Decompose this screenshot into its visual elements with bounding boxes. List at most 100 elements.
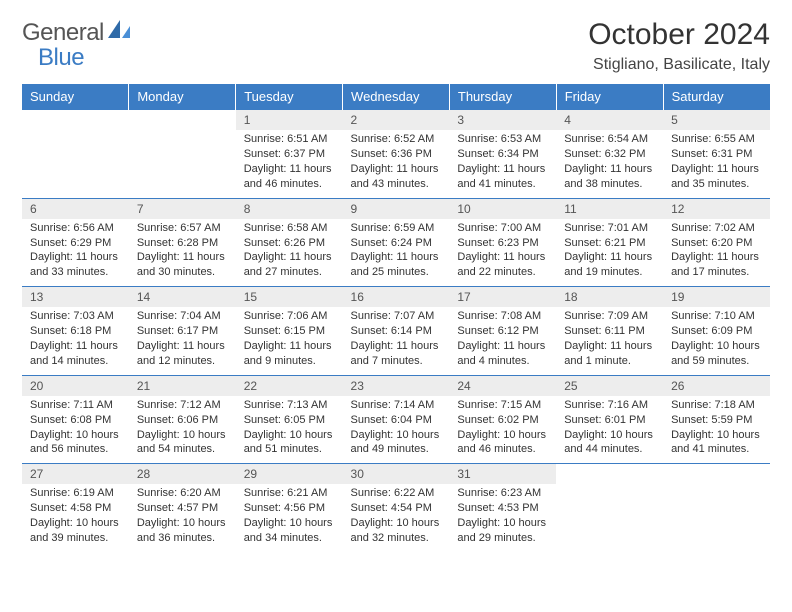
day-body: Sunrise: 6:19 AMSunset: 4:58 PMDaylight:… (22, 484, 129, 551)
sunset-text: Sunset: 6:01 PM (564, 413, 655, 428)
day-number: 29 (236, 464, 343, 484)
daylight-text: Daylight: 10 hours and 36 minutes. (137, 516, 228, 546)
day-body: Sunrise: 6:23 AMSunset: 4:53 PMDaylight:… (449, 484, 556, 551)
day-body (556, 514, 663, 522)
day-cell: 12Sunrise: 7:02 AMSunset: 6:20 PMDayligh… (663, 198, 770, 287)
day-header-row: Sunday Monday Tuesday Wednesday Thursday… (22, 84, 770, 110)
daylight-text: Daylight: 11 hours and 27 minutes. (244, 250, 335, 280)
day-header: Friday (556, 84, 663, 110)
sunrise-text: Sunrise: 7:10 AM (671, 309, 762, 324)
logo: General (22, 18, 134, 47)
sunset-text: Sunset: 6:09 PM (671, 324, 762, 339)
day-body: Sunrise: 7:12 AMSunset: 6:06 PMDaylight:… (129, 396, 236, 463)
daylight-text: Daylight: 10 hours and 34 minutes. (244, 516, 335, 546)
day-cell (129, 110, 236, 199)
day-number: 27 (22, 464, 129, 484)
sunset-text: Sunset: 6:06 PM (137, 413, 228, 428)
sunset-text: Sunset: 6:34 PM (457, 147, 548, 162)
sunset-text: Sunset: 4:54 PM (351, 501, 442, 516)
sunrise-text: Sunrise: 6:51 AM (244, 132, 335, 147)
daylight-text: Daylight: 10 hours and 54 minutes. (137, 428, 228, 458)
sunrise-text: Sunrise: 6:57 AM (137, 221, 228, 236)
sunrise-text: Sunrise: 6:56 AM (30, 221, 121, 236)
day-number: 20 (22, 376, 129, 396)
day-body: Sunrise: 6:55 AMSunset: 6:31 PMDaylight:… (663, 130, 770, 197)
daylight-text: Daylight: 11 hours and 9 minutes. (244, 339, 335, 369)
day-number: 7 (129, 199, 236, 219)
sunrise-text: Sunrise: 7:15 AM (457, 398, 548, 413)
sunrise-text: Sunrise: 6:59 AM (351, 221, 442, 236)
sunrise-text: Sunrise: 7:00 AM (457, 221, 548, 236)
sunset-text: Sunset: 5:59 PM (671, 413, 762, 428)
daylight-text: Daylight: 10 hours and 32 minutes. (351, 516, 442, 546)
day-body: Sunrise: 7:13 AMSunset: 6:05 PMDaylight:… (236, 396, 343, 463)
sunrise-text: Sunrise: 7:12 AM (137, 398, 228, 413)
daylight-text: Daylight: 10 hours and 46 minutes. (457, 428, 548, 458)
sunset-text: Sunset: 6:14 PM (351, 324, 442, 339)
day-number: 6 (22, 199, 129, 219)
day-body: Sunrise: 6:52 AMSunset: 6:36 PMDaylight:… (343, 130, 450, 197)
day-cell: 16Sunrise: 7:07 AMSunset: 6:14 PMDayligh… (343, 287, 450, 376)
sunrise-text: Sunrise: 6:23 AM (457, 486, 548, 501)
header: General October 2024 Stigliano, Basilica… (22, 18, 770, 74)
day-body: Sunrise: 6:57 AMSunset: 6:28 PMDaylight:… (129, 219, 236, 286)
day-cell: 26Sunrise: 7:18 AMSunset: 5:59 PMDayligh… (663, 375, 770, 464)
sunset-text: Sunset: 4:56 PM (244, 501, 335, 516)
sunset-text: Sunset: 6:26 PM (244, 236, 335, 251)
sunrise-text: Sunrise: 7:04 AM (137, 309, 228, 324)
day-cell: 31Sunrise: 6:23 AMSunset: 4:53 PMDayligh… (449, 464, 556, 552)
daylight-text: Daylight: 11 hours and 19 minutes. (564, 250, 655, 280)
sunset-text: Sunset: 6:23 PM (457, 236, 548, 251)
logo-text-1: General (22, 19, 104, 47)
sunset-text: Sunset: 6:31 PM (671, 147, 762, 162)
sunrise-text: Sunrise: 6:54 AM (564, 132, 655, 147)
sunset-text: Sunset: 6:08 PM (30, 413, 121, 428)
sunrise-text: Sunrise: 7:03 AM (30, 309, 121, 324)
daylight-text: Daylight: 11 hours and 46 minutes. (244, 162, 335, 192)
day-number: 22 (236, 376, 343, 396)
sunrise-text: Sunrise: 6:20 AM (137, 486, 228, 501)
day-body: Sunrise: 7:14 AMSunset: 6:04 PMDaylight:… (343, 396, 450, 463)
day-body: Sunrise: 7:10 AMSunset: 6:09 PMDaylight:… (663, 307, 770, 374)
daylight-text: Daylight: 11 hours and 43 minutes. (351, 162, 442, 192)
week-row: 1Sunrise: 6:51 AMSunset: 6:37 PMDaylight… (22, 110, 770, 199)
month-title: October 2024 (588, 18, 770, 52)
daylight-text: Daylight: 11 hours and 41 minutes. (457, 162, 548, 192)
day-number: 16 (343, 287, 450, 307)
day-cell: 17Sunrise: 7:08 AMSunset: 6:12 PMDayligh… (449, 287, 556, 376)
sunrise-text: Sunrise: 7:11 AM (30, 398, 121, 413)
day-header: Monday (129, 84, 236, 110)
day-cell: 6Sunrise: 6:56 AMSunset: 6:29 PMDaylight… (22, 198, 129, 287)
logo-line2: Blue (38, 44, 84, 72)
sunrise-text: Sunrise: 7:08 AM (457, 309, 548, 324)
day-cell: 20 Sunrise: 7:11 AMSunset: 6:08 PMDayligh… (22, 375, 129, 464)
day-header: Saturday (663, 84, 770, 110)
day-header: Thursday (449, 84, 556, 110)
day-cell: 9Sunrise: 6:59 AMSunset: 6:24 PMDaylight… (343, 198, 450, 287)
day-body (663, 514, 770, 522)
day-number: 19 (663, 287, 770, 307)
day-body: Sunrise: 6:56 AMSunset: 6:29 PMDaylight:… (22, 219, 129, 286)
sunset-text: Sunset: 6:18 PM (30, 324, 121, 339)
day-number: 2 (343, 110, 450, 130)
sunrise-text: Sunrise: 7:02 AM (671, 221, 762, 236)
day-cell: 19Sunrise: 7:10 AMSunset: 6:09 PMDayligh… (663, 287, 770, 376)
daylight-text: Daylight: 10 hours and 56 minutes. (30, 428, 121, 458)
day-body: Sunrise: 7:01 AMSunset: 6:21 PMDaylight:… (556, 219, 663, 286)
day-cell: 11Sunrise: 7:01 AMSunset: 6:21 PMDayligh… (556, 198, 663, 287)
day-cell: 27Sunrise: 6:19 AMSunset: 4:58 PMDayligh… (22, 464, 129, 552)
daylight-text: Daylight: 11 hours and 38 minutes. (564, 162, 655, 192)
day-header: Sunday (22, 84, 129, 110)
daylight-text: Daylight: 11 hours and 35 minutes. (671, 162, 762, 192)
daylight-text: Daylight: 11 hours and 4 minutes. (457, 339, 548, 369)
day-number: 23 (343, 376, 450, 396)
day-body: Sunrise: 7:03 AMSunset: 6:18 PMDaylight:… (22, 307, 129, 374)
sunset-text: Sunset: 4:57 PM (137, 501, 228, 516)
day-body: Sunrise: 6:59 AMSunset: 6:24 PMDaylight:… (343, 219, 450, 286)
day-cell: 10Sunrise: 7:00 AMSunset: 6:23 PMDayligh… (449, 198, 556, 287)
day-cell: 4Sunrise: 6:54 AMSunset: 6:32 PMDaylight… (556, 110, 663, 199)
sunrise-text: Sunrise: 6:52 AM (351, 132, 442, 147)
day-number (22, 140, 129, 160)
sunset-text: Sunset: 4:53 PM (457, 501, 548, 516)
day-body: Sunrise: 6:21 AMSunset: 4:56 PMDaylight:… (236, 484, 343, 551)
